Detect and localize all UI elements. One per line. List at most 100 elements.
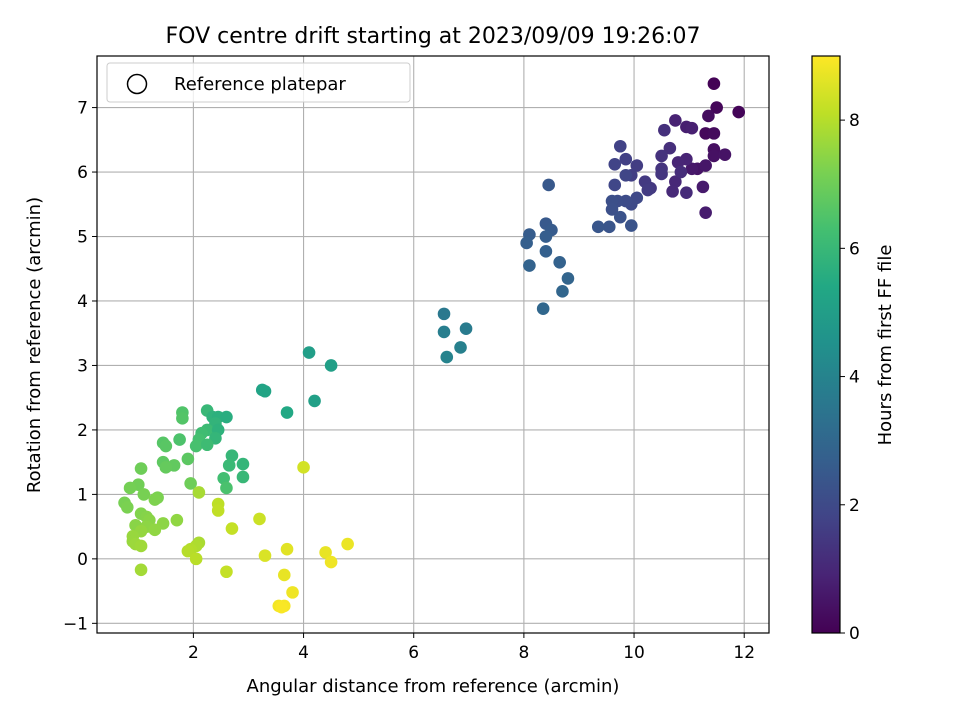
data-point <box>641 183 655 197</box>
y-axis-ticks: −1 0 1 2 3 4 5 6 7 <box>63 99 97 634</box>
data-point <box>159 439 173 453</box>
data-point <box>275 600 288 614</box>
x-tick-label: 2 <box>188 643 199 663</box>
data-point <box>176 412 189 425</box>
data-point <box>542 178 555 192</box>
data-point <box>123 481 137 495</box>
y-tick-label: 2 <box>77 421 88 441</box>
x-tick-label: 8 <box>518 643 529 663</box>
data-point <box>258 549 272 562</box>
x-axis-ticks: 2 4 6 8 10 12 <box>188 633 755 663</box>
data-point <box>189 552 203 566</box>
data-point <box>437 325 451 339</box>
data-point <box>669 114 682 127</box>
data-point <box>170 513 184 527</box>
data-point <box>302 346 316 359</box>
data-point <box>539 245 553 258</box>
data-point <box>225 449 239 463</box>
data-point <box>613 139 627 153</box>
data-point <box>236 470 250 484</box>
data-point <box>181 452 195 466</box>
data-point <box>159 461 173 474</box>
colorbar-tick-label: 2 <box>849 496 860 516</box>
data-point <box>200 438 214 452</box>
data-point <box>454 341 467 354</box>
x-tick-label: 12 <box>733 643 755 663</box>
data-point <box>707 77 721 91</box>
data-point <box>440 350 454 364</box>
data-point <box>134 563 148 577</box>
data-point <box>280 406 294 419</box>
colorbar: 0 2 4 6 8 Hours from first FF file <box>811 55 896 644</box>
legend-label: Reference platepar <box>174 74 346 95</box>
y-tick-label: 1 <box>77 485 88 505</box>
x-tick-label: 4 <box>298 643 309 663</box>
data-point <box>523 259 536 272</box>
data-point <box>655 149 668 163</box>
y-axis-label: Rotation from reference (arcmin) <box>24 197 45 493</box>
colorbar-tick-label: 6 <box>849 239 860 259</box>
data-point <box>663 141 677 155</box>
data-point <box>699 206 712 219</box>
y-tick-label: −1 <box>63 614 88 634</box>
data-point <box>148 523 162 537</box>
data-point <box>602 220 616 234</box>
data-point <box>605 203 619 216</box>
data-point <box>619 168 633 182</box>
data-point <box>655 167 668 181</box>
legend-marker-icon <box>126 73 148 95</box>
data-point <box>658 123 671 137</box>
data-point <box>134 539 148 553</box>
data-point <box>702 109 715 123</box>
data-point <box>666 185 679 198</box>
data-point <box>685 121 699 135</box>
x-tick-label: 10 <box>623 643 645 663</box>
data-point <box>630 159 644 172</box>
colorbar-tick-label: 0 <box>849 624 860 644</box>
legend-box <box>106 62 411 103</box>
data-point <box>685 162 699 176</box>
data-point <box>211 504 225 517</box>
data-point <box>696 180 710 194</box>
data-point <box>619 152 633 166</box>
data-point <box>669 175 682 189</box>
data-point <box>624 219 638 232</box>
y-tick-label: 6 <box>77 163 88 183</box>
data-point <box>220 410 233 424</box>
legend: Reference platepar <box>106 62 411 103</box>
plot-frame <box>96 55 770 634</box>
chart-title: FOV centre drift starting at 2023/09/09 … <box>166 24 701 49</box>
data-point <box>707 127 721 140</box>
data-point <box>324 555 338 569</box>
data-point <box>608 158 622 171</box>
data-point <box>319 546 332 559</box>
data-point <box>591 220 605 234</box>
data-point <box>220 481 233 495</box>
data-point <box>671 156 685 169</box>
data-point <box>192 486 206 499</box>
data-point <box>220 565 233 579</box>
data-point <box>189 439 203 453</box>
y-tick-label: 0 <box>77 550 88 570</box>
data-point <box>181 544 195 558</box>
data-point <box>225 522 239 535</box>
data-point <box>556 285 569 298</box>
data-point <box>674 165 688 179</box>
data-point <box>258 384 272 398</box>
data-points <box>118 77 746 614</box>
x-tick-label: 6 <box>408 643 419 663</box>
data-point <box>536 302 550 316</box>
data-point <box>134 462 148 475</box>
data-point <box>280 542 294 556</box>
data-point <box>137 488 151 501</box>
data-point <box>341 537 354 551</box>
data-point <box>236 457 250 471</box>
data-point <box>217 471 230 485</box>
data-point <box>561 272 575 285</box>
colorbar-tick-label: 8 <box>849 111 860 131</box>
data-point <box>277 568 291 582</box>
y-tick-label: 5 <box>77 228 88 248</box>
data-point <box>732 105 746 119</box>
colorbar-gradient <box>811 55 841 634</box>
